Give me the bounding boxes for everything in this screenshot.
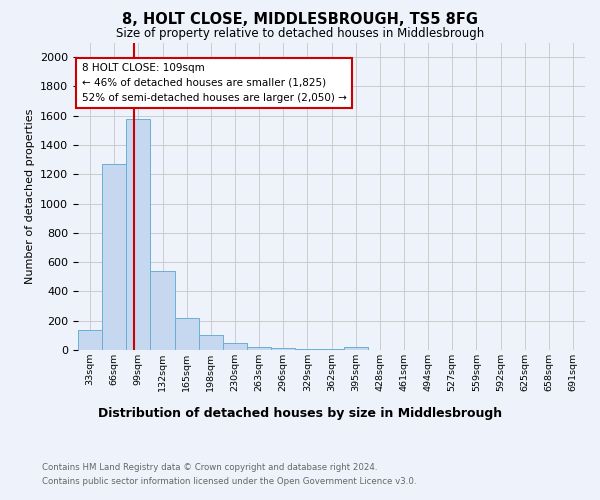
Bar bbox=[102, 164, 126, 350]
Text: Contains public sector information licensed under the Open Government Licence v3: Contains public sector information licen… bbox=[42, 478, 416, 486]
Bar bbox=[295, 348, 319, 350]
Bar bbox=[199, 336, 223, 350]
Bar bbox=[271, 348, 295, 350]
Text: 8, HOLT CLOSE, MIDDLESBROUGH, TS5 8FG: 8, HOLT CLOSE, MIDDLESBROUGH, TS5 8FG bbox=[122, 12, 478, 28]
Text: 8 HOLT CLOSE: 109sqm
← 46% of detached houses are smaller (1,825)
52% of semi-de: 8 HOLT CLOSE: 109sqm ← 46% of detached h… bbox=[82, 63, 346, 102]
Text: Contains HM Land Registry data © Crown copyright and database right 2024.: Contains HM Land Registry data © Crown c… bbox=[42, 462, 377, 471]
Bar bbox=[223, 342, 247, 350]
Bar bbox=[126, 118, 151, 350]
Text: Size of property relative to detached houses in Middlesbrough: Size of property relative to detached ho… bbox=[116, 28, 484, 40]
Bar bbox=[151, 271, 175, 350]
Bar bbox=[247, 347, 271, 350]
Bar bbox=[344, 347, 368, 350]
Bar bbox=[175, 318, 199, 350]
Y-axis label: Number of detached properties: Number of detached properties bbox=[25, 108, 35, 284]
Text: Distribution of detached houses by size in Middlesbrough: Distribution of detached houses by size … bbox=[98, 408, 502, 420]
Bar bbox=[78, 330, 102, 350]
